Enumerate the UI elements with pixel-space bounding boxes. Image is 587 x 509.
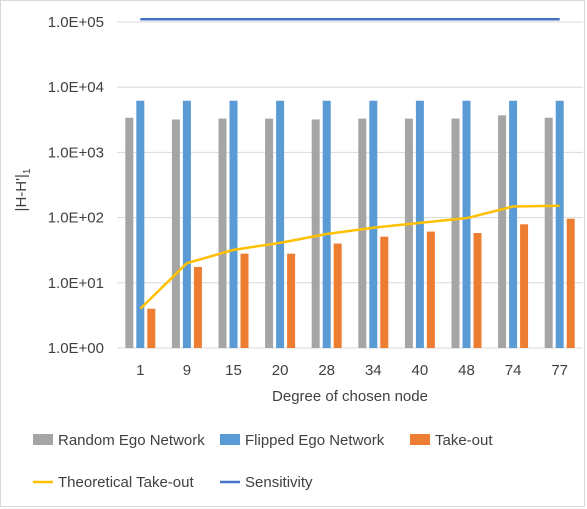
y-tick-label: 1.0E+03	[48, 144, 104, 161]
bar-flipped-ego-network	[229, 100, 238, 349]
y-axis-title-subscript: 1	[22, 168, 33, 174]
legend-swatch	[220, 434, 240, 445]
legend-label: Theoretical Take-out	[58, 474, 194, 491]
bar-random-ego-network	[358, 118, 367, 348]
x-tick-label: 74	[505, 362, 522, 379]
bar-flipped-ego-network	[555, 100, 564, 349]
bar-random-ego-network	[171, 119, 180, 348]
bar-random-ego-network	[498, 115, 507, 349]
y-axis-title: |H-H'|1	[13, 168, 33, 211]
x-tick-label: 28	[318, 362, 335, 379]
x-tick-label: 77	[551, 362, 568, 379]
y-tick-label: 1.0E+02	[48, 210, 104, 227]
y-tick-label: 1.0E+05	[48, 14, 104, 31]
legend-label: Sensitivity	[245, 474, 313, 491]
bar-flipped-ego-network	[276, 100, 285, 349]
x-tick-label: 48	[458, 362, 475, 379]
bar-random-ego-network	[451, 118, 460, 348]
legend-swatch	[410, 434, 430, 445]
bar-take-out	[426, 231, 435, 348]
bar-take-out	[380, 236, 389, 348]
bar-flipped-ego-network	[136, 100, 145, 349]
x-tick-label: 15	[225, 362, 242, 379]
bar-random-ego-network	[311, 119, 320, 348]
bar-flipped-ego-network	[509, 100, 518, 349]
bar-flipped-ego-network	[322, 100, 331, 349]
bar-take-out	[147, 308, 156, 348]
x-tick-label: 34	[365, 362, 382, 379]
bar-take-out	[473, 233, 482, 348]
bar-random-ego-network	[265, 118, 274, 348]
bar-flipped-ego-network	[369, 100, 378, 349]
bar-take-out	[520, 224, 529, 348]
bar-take-out	[240, 253, 249, 348]
bar-take-out	[566, 218, 575, 348]
bar-take-out	[333, 243, 342, 348]
legend: Random Ego Network Flipped Ego Network Tak…	[33, 432, 493, 491]
bars	[125, 100, 575, 349]
bar-random-ego-network	[544, 117, 553, 348]
bar-flipped-ego-network	[182, 100, 191, 349]
legend-label: Random Ego Network	[58, 432, 205, 449]
y-axis-title-main: |H-H'|	[13, 174, 30, 211]
y-axis-ticks: 1.0E+00 1.0E+01 1.0E+02 1.0E+03 1.0E+04 1.0E+…	[48, 14, 104, 357]
bar-random-ego-network	[218, 118, 227, 348]
y-tick-label: 1.0E+04	[48, 79, 104, 96]
legend-label: Flipped Ego Network	[245, 432, 385, 449]
x-tick-label: 40	[412, 362, 429, 379]
bar-take-out	[193, 266, 202, 348]
bar-random-ego-network	[125, 117, 134, 348]
bar-random-ego-network	[404, 118, 413, 348]
x-tick-label: 1	[136, 362, 144, 379]
x-axis-ticks: 1 9 15 20 28 34 40 48 74 77	[136, 362, 568, 379]
series-lines	[139, 18, 560, 310]
y-tick-label: 1.0E+01	[48, 275, 104, 292]
legend-swatch	[33, 434, 53, 445]
bar-take-out	[287, 253, 296, 348]
x-tick-label: 20	[272, 362, 289, 379]
line-theoretical-take-out	[139, 204, 560, 310]
legend-label: Take-out	[435, 432, 493, 449]
bar-flipped-ego-network	[415, 100, 424, 349]
y-tick-label: 1.0E+00	[48, 340, 104, 357]
x-tick-label: 9	[183, 362, 191, 379]
bar-flipped-ego-network	[462, 100, 471, 349]
x-axis-title: Degree of chosen node	[272, 388, 428, 405]
